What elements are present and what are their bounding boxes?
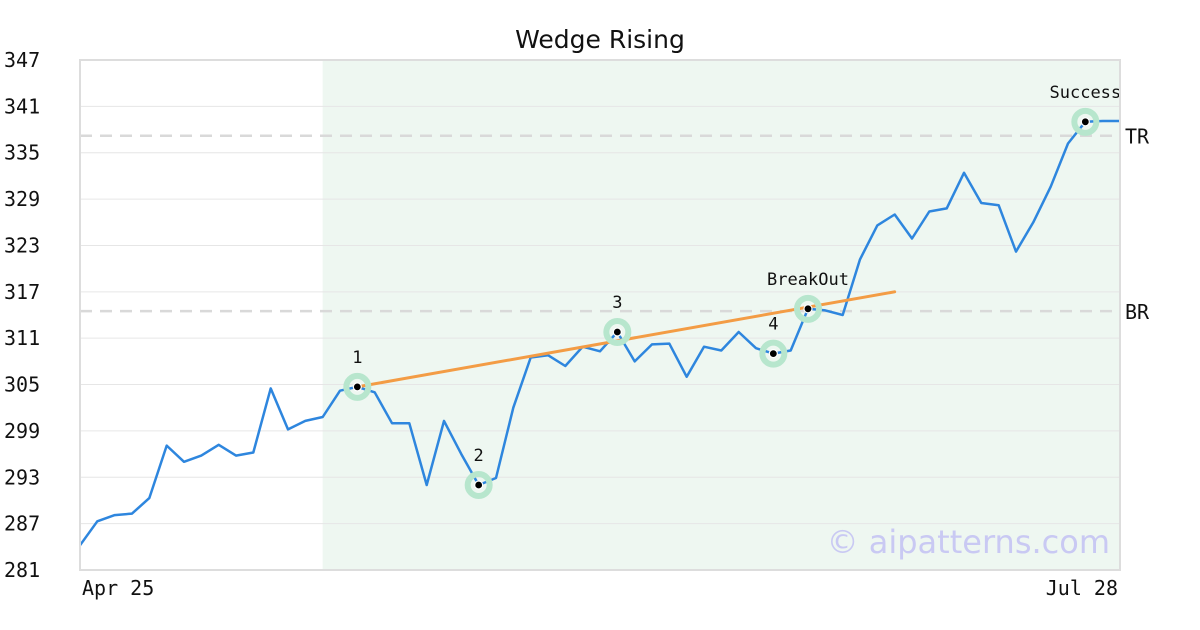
y-tick-label: 329 (4, 187, 40, 211)
price-series-line (78, 119, 1120, 547)
pattern-point-label: 2 (474, 446, 484, 466)
pattern-point-marker (474, 480, 484, 490)
pattern-point-label: 1 (352, 348, 362, 368)
y-tick-label: 287 (4, 512, 40, 536)
x-tick-label: Jul 28 (1046, 576, 1118, 600)
y-tick-label: 323 (4, 233, 40, 257)
reference-lines-layer: TR BR (80, 125, 1150, 324)
chart-title: Wedge Rising (515, 25, 685, 54)
y-tick-label: 293 (4, 465, 40, 489)
series-layer (78, 119, 1120, 547)
y-tick-label: 305 (4, 373, 40, 397)
y-tick-labels: 281 287 293 299 305 311 317 323 329 335 341 347 (4, 48, 40, 582)
y-tick-label: 311 (4, 326, 40, 350)
pattern-point-marker (803, 304, 813, 314)
y-tick-label: 335 (4, 141, 40, 165)
pattern-point-label: BreakOut (767, 270, 849, 290)
pattern-point-marker (352, 382, 362, 392)
pattern-point-halo (794, 294, 822, 323)
watermark: © aipatterns.com (827, 523, 1110, 561)
y-tick-label: 281 (4, 558, 40, 582)
pattern-point-label: 4 (768, 315, 778, 335)
y-tick-label: 317 (4, 280, 40, 304)
reference-label-tr: TR (1125, 125, 1150, 149)
plot-frame (79, 59, 1121, 571)
grid-layer (80, 105, 1120, 525)
pattern-point-label: Success (1050, 83, 1122, 103)
y-tick-label: 347 (4, 48, 40, 72)
y-tick-label: 299 (4, 419, 40, 443)
pattern-point-halo (603, 318, 632, 346)
pattern-point-halo (343, 372, 372, 401)
reference-label-br: BR (1125, 300, 1150, 324)
highlight-region (322, 60, 1121, 570)
y-tick-label: 341 (4, 94, 40, 118)
pattern-point-label: 3 (612, 293, 622, 313)
pattern-point-marker (1080, 117, 1090, 127)
highlight-region-layer (322, 60, 1121, 570)
pattern-point-halo (1071, 107, 1100, 136)
x-tick-labels: Apr 25 Jul 28 (82, 576, 1118, 600)
pattern-point-marker (768, 349, 778, 359)
pattern-point-marker (612, 327, 622, 337)
pattern-point-halo (759, 339, 788, 368)
x-tick-label: Apr 25 (82, 576, 154, 600)
pattern-point-halo (464, 471, 493, 499)
pattern-points-layer: 1 2 3 4 BreakOut Success (343, 83, 1122, 499)
